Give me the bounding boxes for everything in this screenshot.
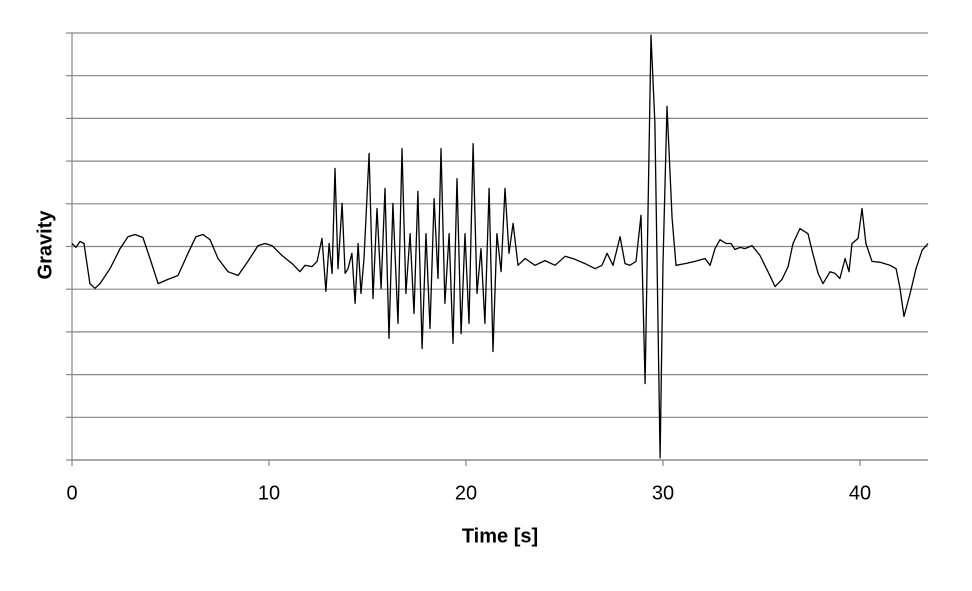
x-tick-label: 30 [652,482,674,504]
data-line [71,34,929,459]
x-axis-label: Time [s] [462,525,538,547]
y-axis-label: Gravity [34,210,56,280]
x-tick-label: 40 [849,482,871,504]
x-tick-label: 0 [66,482,77,504]
x-tick-label: 10 [258,482,280,504]
x-tick-label: 20 [455,482,477,504]
